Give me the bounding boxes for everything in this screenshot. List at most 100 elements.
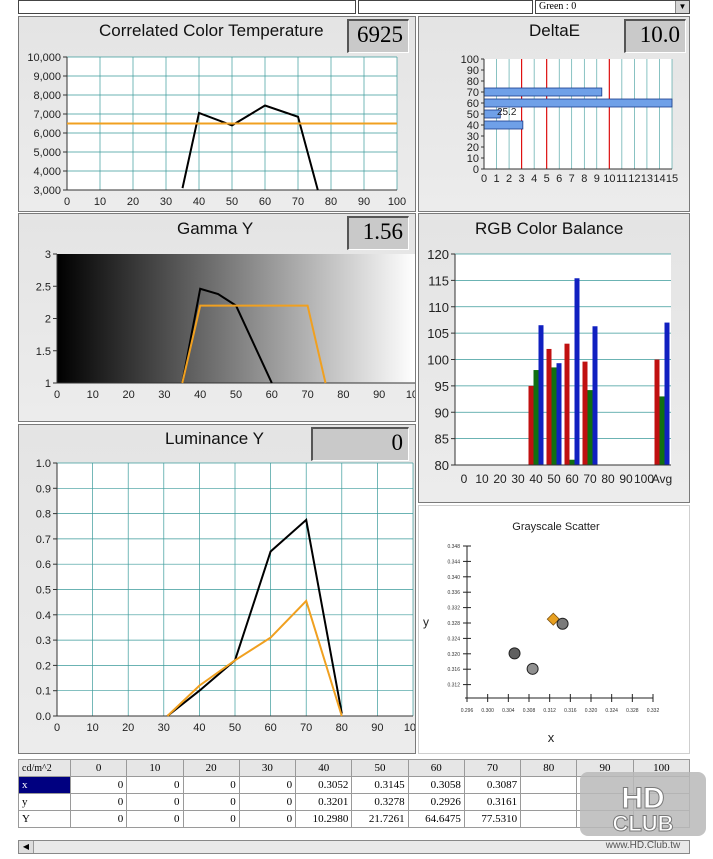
rgb-bar-r (528, 385, 534, 465)
gamma-measured-line (181, 287, 273, 384)
table-cell[interactable]: 0.3087 (463, 776, 522, 794)
rgb-bar-r (564, 343, 570, 465)
cct-y-tick-label: 8,000 (33, 90, 61, 102)
deltae-bar (483, 98, 673, 108)
table-cell[interactable] (520, 793, 578, 811)
gamma-x-tick-label: 50 (230, 389, 242, 401)
table-cell[interactable]: 64.6475 (407, 810, 465, 828)
table-cell[interactable] (520, 810, 578, 828)
deltae-bar (483, 120, 524, 130)
scatter-y-tick-label: 0.324 (447, 636, 460, 642)
deltae-x-tick-label: 9 (594, 173, 600, 185)
top-field-3[interactable]: Green : 0 ▼ (535, 0, 690, 14)
scatter-title: Grayscale Scatter (512, 521, 600, 533)
cct-x-tick-label: 40 (193, 196, 205, 208)
table-cell[interactable] (520, 776, 578, 794)
lum-x-tick-label: 40 (193, 722, 205, 734)
scatter-x-tick-label: 0.320 (585, 708, 598, 714)
cct-x-tick-label: 10 (94, 196, 106, 208)
scatter-y-tick-label: 0.340 (447, 575, 460, 581)
table-cell[interactable]: 0 (182, 776, 240, 794)
scroll-left-arrow-icon[interactable]: ◀ (19, 841, 34, 853)
top-field-3-text: Green : 0 (539, 1, 577, 12)
cct-y-tick-label: 10,000 (27, 52, 61, 64)
table-cell[interactable]: 10.2980 (295, 810, 353, 828)
table-cell[interactable]: 0 (69, 810, 128, 828)
scatter-y-tick-label: 0.344 (447, 559, 460, 565)
deltae-y-tick-label: 80 (467, 76, 479, 88)
rgb-x-tick-label: 50 (547, 472, 561, 486)
table-cell[interactable]: 0.3058 (407, 776, 465, 794)
lum-y-tick-label: 0.5 (36, 585, 51, 597)
table-cell[interactable]: 0 (182, 793, 240, 811)
scatter-y-tick-label: 0.328 (447, 621, 460, 627)
deltae-bar (483, 87, 603, 97)
table-cell[interactable]: 0 (238, 810, 297, 828)
cct-measured-line (181, 104, 319, 191)
lum-panel: Luminance Y 0 01020304050607080901000.00… (18, 424, 416, 754)
table-cell[interactable]: 0 (182, 810, 240, 828)
table-cell[interactable]: 0.3201 (295, 793, 353, 811)
rgb-chart: 80 85 90 95 100 105 110 115 120 0 10 20 30 40 50 60 70 80… (427, 247, 672, 486)
horizontal-scrollbar[interactable]: ◀ (18, 840, 690, 854)
gamma-y-tick-label: 3 (45, 249, 51, 261)
cct-y-tick-label: 6,000 (33, 128, 61, 140)
table-row-header[interactable]: x (18, 776, 71, 794)
table-cell[interactable]: 0 (126, 776, 184, 794)
table-cell[interactable]: 77.5310 (463, 810, 522, 828)
table-row-header[interactable]: Y (18, 810, 71, 828)
table-col-header: 0 (69, 759, 128, 777)
table-cell[interactable]: 0.2926 (407, 793, 465, 811)
table-row-header[interactable]: y (18, 793, 71, 811)
lum-x-tick-label: 60 (264, 722, 276, 734)
scatter-x-tick-label: 0.312 (543, 708, 556, 714)
rgb-bar-g (659, 396, 665, 465)
table-cell[interactable]: 0 (238, 776, 297, 794)
table-cell[interactable]: 0.3145 (351, 776, 409, 794)
table-cell[interactable]: 0 (69, 776, 128, 794)
table-cell[interactable]: 0 (126, 793, 184, 811)
deltae-y-tick-label: 20 (467, 142, 479, 154)
rgb-bar-g (533, 370, 539, 465)
table-cell[interactable]: 0.3161 (463, 793, 522, 811)
logo-url: www.HD.Club.tw (605, 840, 681, 851)
table-cell[interactable]: 0.3278 (351, 793, 409, 811)
rgb-x-tick-label: 90 (619, 472, 633, 486)
lum-y-tick-label: 1.0 (36, 458, 51, 470)
cct-x-tick-label: 90 (358, 196, 370, 208)
rgb-y-tick-label: 95 (435, 379, 449, 394)
top-field-2[interactable] (358, 0, 533, 14)
table-cell[interactable]: 0 (126, 810, 184, 828)
cct-y-tick-label: 4,000 (33, 166, 61, 178)
gamma-reference-line (181, 304, 327, 384)
hdclub-logo: HD CLUB www.HD.Club.tw (578, 768, 708, 854)
deltae-y-tick-label: 70 (467, 87, 479, 99)
deltae-y-tick-label: 100 (461, 54, 479, 66)
cct-title: Correlated Color Temperature (99, 21, 324, 40)
rgb-y-tick-label: 85 (435, 432, 449, 447)
table-cell[interactable]: 0 (69, 793, 128, 811)
deltae-y-tick-label: 50 (467, 109, 479, 121)
cct-x-tick-label: 60 (259, 196, 271, 208)
scatter-x-tick-label: 0.316 (564, 708, 577, 714)
scatter-x-tick-label: 0.328 (626, 708, 639, 714)
rgb-x-tick-label: 80 (601, 472, 615, 486)
lum-title: Luminance Y (165, 429, 264, 448)
top-field-1[interactable] (18, 0, 356, 14)
gamma-x-tick-label: 90 (373, 389, 385, 401)
table-cell[interactable]: 0 (238, 793, 297, 811)
scatter-x-tick-label: 0.296 (461, 708, 474, 714)
dropdown-arrow-icon[interactable]: ▼ (675, 1, 689, 13)
table-cell[interactable]: 0.3052 (295, 776, 353, 794)
table-cell[interactable]: 21.7261 (351, 810, 409, 828)
rgb-x-tick-label: 30 (511, 472, 525, 486)
lum-x-tick-label: 0 (54, 722, 60, 734)
lum-y-tick-label: 0.1 (36, 686, 51, 698)
svg-text:CLUB: CLUB (612, 811, 673, 836)
lum-x-tick-label: 80 (336, 722, 348, 734)
lum-measured-line (166, 517, 343, 717)
rgb-bar-r (546, 348, 552, 465)
lum-y-tick-label: 0.6 (36, 559, 51, 571)
gamma-value: 1.56 (347, 216, 409, 250)
gamma-chart: 0 10 20 30 40 50 60 70 80 90 100 1 1.5 2 2.5 3 (36, 249, 415, 401)
